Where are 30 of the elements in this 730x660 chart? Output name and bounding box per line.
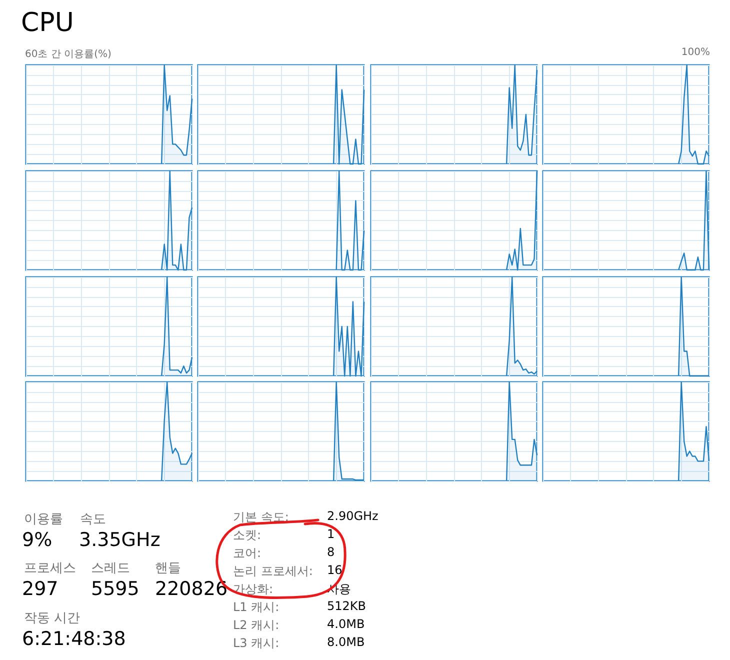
text: L1 캐시: xyxy=(233,599,280,616)
text: 4.0MB xyxy=(327,617,365,631)
text: 1 xyxy=(327,527,335,541)
text: 논리 프로세서: xyxy=(233,563,313,580)
text: 100% xyxy=(681,47,710,58)
text: 16 xyxy=(327,563,342,577)
text: 핸들 xyxy=(155,560,181,577)
text: 가상화: xyxy=(233,581,274,598)
text: 6:21:48:38 xyxy=(22,628,126,650)
text: 코어: xyxy=(233,545,262,562)
y-axis-title: 60초 간 이용률(%) xyxy=(25,48,112,61)
text: 소켓: xyxy=(233,527,262,544)
text: 이용률 xyxy=(24,511,63,528)
text: 속도 xyxy=(80,511,106,528)
chart-title: CPU xyxy=(21,8,74,38)
text: 297 xyxy=(22,578,58,600)
text: 9% xyxy=(22,529,52,551)
text: 스레드 xyxy=(91,560,130,577)
text: 220826 xyxy=(155,578,228,600)
text: 2.90GHz xyxy=(327,509,378,523)
text: L3 캐시: xyxy=(233,635,280,652)
text: 5595 xyxy=(91,578,140,600)
text: 기본 속도: xyxy=(233,509,289,526)
text: 3.35GHz xyxy=(79,529,160,551)
text: 프로세스 xyxy=(24,560,76,577)
text: 작동 시간 xyxy=(24,610,80,627)
text: 8.0MB xyxy=(327,635,365,649)
text: 512KB xyxy=(327,599,366,613)
text: L2 캐시: xyxy=(233,617,280,634)
text: 8 xyxy=(327,545,335,559)
